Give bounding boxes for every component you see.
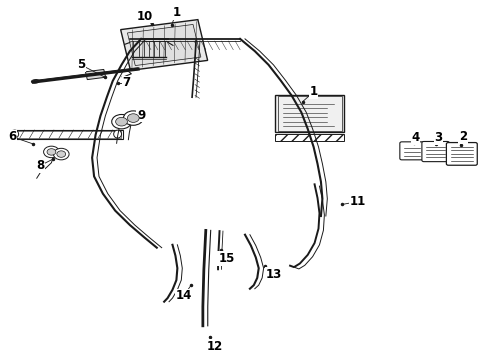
Bar [275,134,344,141]
Text: 2: 2 [459,130,467,143]
Text: 10: 10 [136,10,153,23]
Ellipse shape [114,130,122,138]
Text: 7: 7 [122,76,130,89]
FancyBboxPatch shape [422,141,449,162]
Bar [275,95,344,132]
Text: 5: 5 [77,58,85,71]
Text: 8: 8 [36,159,44,172]
Text: 11: 11 [349,195,366,208]
Circle shape [123,111,143,125]
Bar [85,69,106,80]
Circle shape [53,148,69,160]
FancyBboxPatch shape [446,143,477,165]
Text: 6: 6 [8,130,16,143]
Text: 12: 12 [206,340,223,353]
Circle shape [112,114,131,129]
Circle shape [44,146,59,158]
Bar [12,130,122,139]
Circle shape [57,151,66,157]
Text: 9: 9 [137,109,145,122]
Circle shape [127,114,139,122]
Text: 3: 3 [435,131,442,144]
Bar [127,24,201,66]
Bar [14,131,121,138]
Circle shape [116,117,127,126]
Circle shape [47,149,56,155]
Text: 13: 13 [265,268,282,281]
Bar [121,19,208,71]
Ellipse shape [11,130,19,138]
FancyBboxPatch shape [400,142,424,160]
Text: 4: 4 [412,131,419,144]
Text: 15: 15 [218,252,235,265]
Bar [278,96,342,131]
Text: 1: 1 [310,85,318,98]
Text: 1: 1 [172,6,180,19]
Ellipse shape [31,80,39,83]
Text: 14: 14 [175,289,192,302]
